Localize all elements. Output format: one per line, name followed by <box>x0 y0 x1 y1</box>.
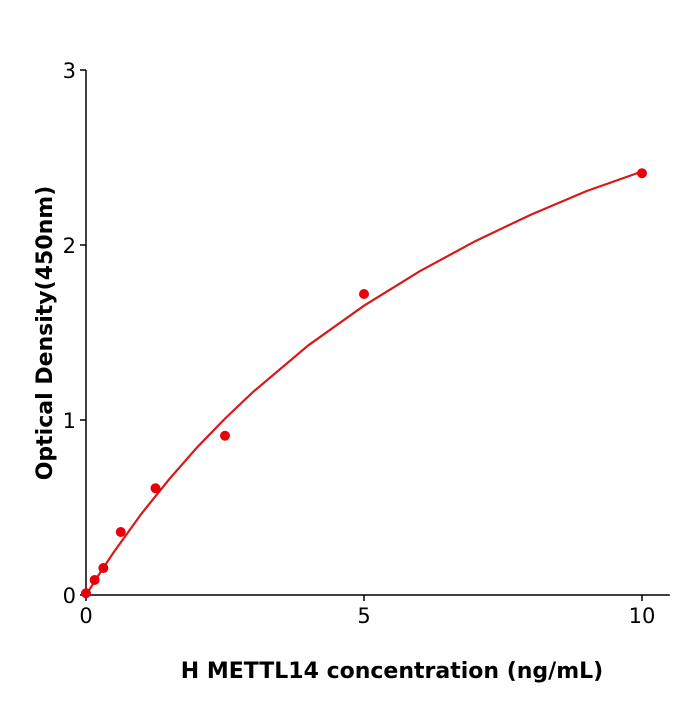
data-point <box>150 483 161 494</box>
x-axis-label: H METTL14 concentration (ng/mL) <box>181 659 603 684</box>
data-point <box>89 574 100 585</box>
y-tick-label: 3 <box>63 59 76 83</box>
y-tick-label: 1 <box>63 409 76 433</box>
fit-curve <box>85 170 643 596</box>
data-point <box>220 430 230 441</box>
y-axis-label: Optical Density(450nm) <box>33 186 58 481</box>
data-point <box>637 168 647 179</box>
y-tick-label: 0 <box>63 584 76 608</box>
x-tick-label: 5 <box>357 604 370 628</box>
axes: 0 5 10 0 1 2 3 <box>63 59 670 628</box>
x-tick-label: 10 <box>629 604 656 628</box>
data-point <box>98 563 109 574</box>
data-point <box>359 289 369 299</box>
data-point <box>81 588 91 599</box>
x-tick-label: 0 <box>79 604 92 628</box>
data-point <box>115 527 126 537</box>
marks <box>81 168 647 599</box>
y-tick-label: 2 <box>63 234 76 258</box>
